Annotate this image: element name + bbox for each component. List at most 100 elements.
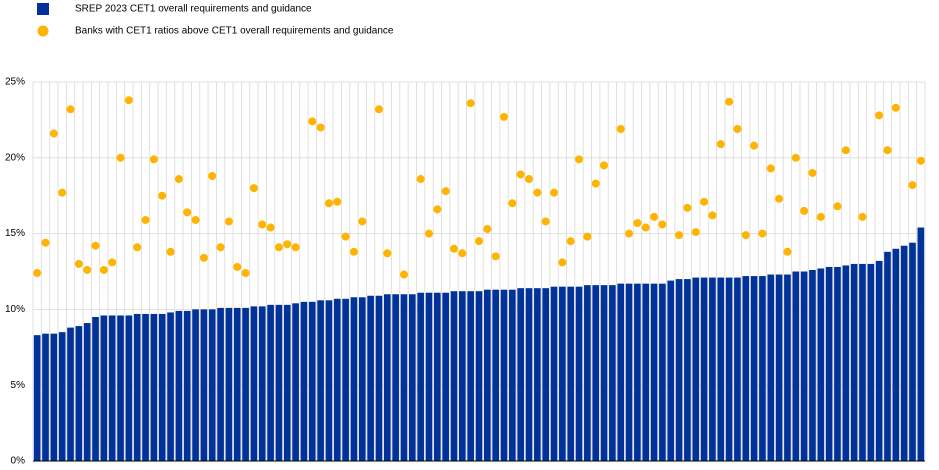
dot [775, 194, 784, 203]
dot [725, 97, 734, 106]
bar [659, 283, 666, 461]
dot [808, 168, 817, 177]
bar [684, 279, 691, 461]
bar [250, 306, 258, 461]
bar [258, 306, 266, 461]
y-tick-label: 10% [5, 304, 25, 315]
dot [500, 112, 509, 121]
y-tick-label: 20% [5, 152, 25, 163]
dot [658, 220, 667, 229]
bar [442, 292, 449, 461]
legend-label: Banks with CET1 ratios above CET1 overal… [75, 26, 394, 37]
bar [458, 291, 466, 461]
bar [233, 307, 241, 461]
dot [741, 231, 750, 240]
dot [441, 187, 450, 196]
bar [575, 286, 583, 461]
bar [425, 292, 433, 461]
dot [191, 215, 200, 224]
dot [74, 259, 83, 268]
dot [33, 269, 42, 278]
dot [800, 206, 809, 215]
dot [333, 197, 342, 206]
dot [466, 99, 475, 108]
dot [83, 265, 92, 274]
y-tick-label: 25% [5, 77, 25, 88]
bar [809, 269, 816, 461]
bar [108, 315, 116, 461]
bar [909, 242, 916, 461]
bar [484, 289, 491, 461]
bar [467, 291, 474, 461]
dot [49, 129, 58, 138]
bar [834, 266, 841, 461]
dot [475, 237, 483, 246]
bar [408, 294, 416, 461]
bar [867, 263, 875, 461]
dot [158, 191, 167, 200]
dot [258, 220, 267, 229]
bar [175, 310, 183, 461]
bar [158, 313, 166, 461]
dot [483, 225, 492, 234]
dot [241, 269, 250, 278]
dot [525, 175, 534, 184]
dot [766, 164, 775, 173]
bar [634, 283, 641, 461]
bar [133, 313, 141, 461]
dot [641, 223, 650, 232]
dot [341, 232, 350, 241]
dot [791, 153, 800, 162]
bar [92, 316, 99, 461]
dot [324, 199, 333, 208]
bar [892, 248, 900, 461]
dot [566, 237, 575, 246]
bar [167, 312, 174, 461]
dot [508, 199, 517, 208]
dot [66, 105, 75, 114]
dot [233, 262, 242, 271]
bar [742, 276, 750, 461]
dot [691, 228, 700, 237]
bar [367, 295, 374, 461]
dot [58, 188, 67, 197]
dot [516, 170, 525, 179]
bar [208, 309, 216, 461]
bar [825, 266, 833, 461]
bar [725, 277, 733, 461]
bar [42, 333, 49, 461]
bar [333, 298, 341, 461]
bar [584, 285, 591, 461]
bar [192, 309, 199, 461]
bar [325, 300, 333, 461]
dot [399, 270, 408, 279]
dot [491, 252, 500, 261]
bar [433, 292, 441, 461]
bar [183, 310, 191, 461]
bar [292, 303, 299, 461]
dot [116, 153, 125, 162]
bar [875, 260, 883, 461]
bar [117, 315, 124, 461]
dot [600, 161, 609, 170]
bar [383, 294, 391, 461]
bar [509, 289, 516, 461]
bar [33, 335, 41, 461]
legend-swatch [37, 3, 49, 15]
bar [642, 283, 650, 461]
dot [166, 247, 175, 256]
dot [783, 247, 792, 256]
bar [542, 288, 550, 461]
bar [759, 276, 766, 461]
dot [841, 146, 850, 155]
dot [591, 179, 600, 188]
bar [525, 288, 533, 461]
dot [249, 184, 258, 193]
dot [908, 181, 917, 190]
dot [283, 240, 292, 249]
dot [199, 253, 208, 262]
dot [308, 117, 317, 126]
dot [550, 188, 559, 197]
bar [417, 292, 424, 461]
dot [316, 123, 325, 132]
